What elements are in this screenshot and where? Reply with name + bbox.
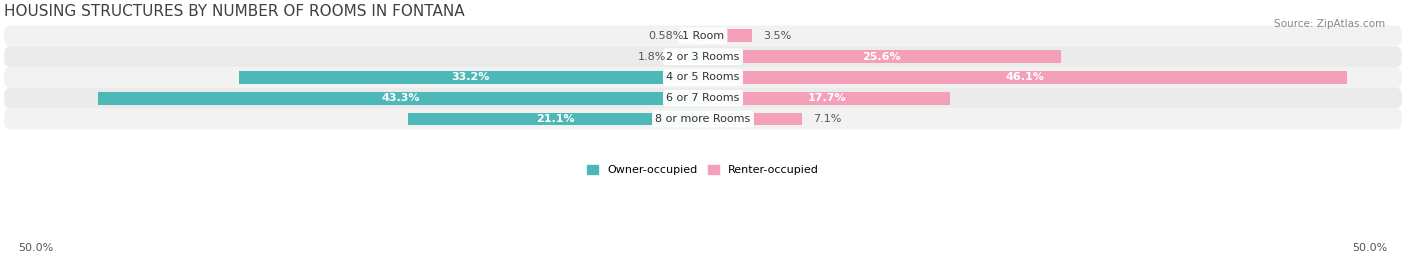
Text: 0.58%: 0.58% [648,31,683,41]
FancyBboxPatch shape [4,26,1402,46]
Text: 3.5%: 3.5% [763,31,792,41]
FancyBboxPatch shape [4,88,1402,109]
Text: 21.1%: 21.1% [536,114,575,124]
Legend: Owner-occupied, Renter-occupied: Owner-occupied, Renter-occupied [582,161,824,180]
FancyBboxPatch shape [4,67,1402,88]
Text: 7.1%: 7.1% [814,114,842,124]
Text: 6 or 7 Rooms: 6 or 7 Rooms [666,93,740,103]
Text: 50.0%: 50.0% [18,243,53,253]
FancyBboxPatch shape [4,109,1402,129]
Text: 4 or 5 Rooms: 4 or 5 Rooms [666,72,740,83]
Bar [703,71,1347,84]
FancyBboxPatch shape [4,46,1402,67]
Bar [703,112,803,125]
Bar [695,30,703,42]
Text: 2 or 3 Rooms: 2 or 3 Rooms [666,52,740,62]
Text: 1 Room: 1 Room [682,31,724,41]
Bar [98,92,703,105]
Text: HOUSING STRUCTURES BY NUMBER OF ROOMS IN FONTANA: HOUSING STRUCTURES BY NUMBER OF ROOMS IN… [4,4,465,19]
Text: 43.3%: 43.3% [381,93,419,103]
Text: 25.6%: 25.6% [863,52,901,62]
Text: 46.1%: 46.1% [1005,72,1045,83]
Bar [408,112,703,125]
Text: 50.0%: 50.0% [1353,243,1388,253]
Text: 33.2%: 33.2% [451,72,491,83]
Text: 8 or more Rooms: 8 or more Rooms [655,114,751,124]
Text: 17.7%: 17.7% [807,93,846,103]
Bar [703,92,950,105]
Bar [703,30,752,42]
Bar [239,71,703,84]
Text: Source: ZipAtlas.com: Source: ZipAtlas.com [1274,19,1385,29]
Text: 1.8%: 1.8% [638,52,666,62]
Bar [678,50,703,63]
Bar [703,50,1060,63]
